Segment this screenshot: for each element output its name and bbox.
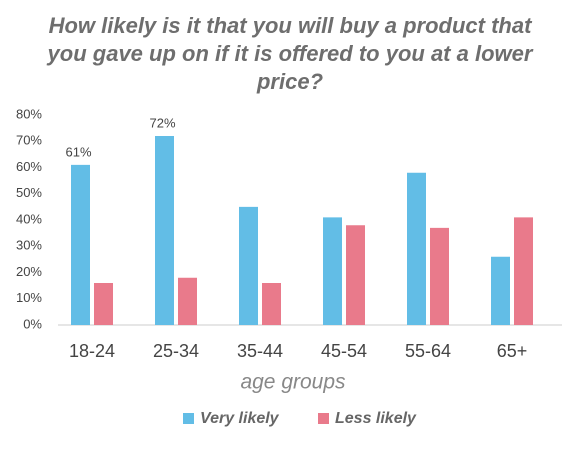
data-label: 61% xyxy=(65,144,91,159)
bar xyxy=(407,172,426,325)
x-tick-label: 18-24 xyxy=(69,341,115,361)
x-tick-label: 65+ xyxy=(497,341,528,361)
bar xyxy=(178,277,197,325)
legend-swatch xyxy=(183,413,194,424)
y-tick-label: 0% xyxy=(23,316,42,331)
x-axis-label: age groups xyxy=(240,371,346,394)
y-tick-label: 40% xyxy=(16,211,42,226)
bar xyxy=(239,206,258,325)
chart-title: How likely is it that you will buy a pro… xyxy=(47,13,533,94)
y-tick-label: 70% xyxy=(16,133,42,148)
bar xyxy=(430,227,449,325)
bar xyxy=(514,217,533,325)
y-tick-label: 30% xyxy=(16,238,42,253)
legend-label: Very likely xyxy=(200,410,280,427)
x-tick-label: 55-64 xyxy=(405,341,451,361)
bar xyxy=(262,283,281,325)
legend-label: Less likely xyxy=(335,410,417,427)
y-tick-label: 60% xyxy=(16,159,42,174)
bar xyxy=(155,136,174,325)
bar xyxy=(323,217,342,325)
y-tick-label: 10% xyxy=(16,290,42,305)
x-tick-label: 25-34 xyxy=(153,341,199,361)
y-tick-label: 50% xyxy=(16,185,42,200)
bar xyxy=(346,225,365,325)
y-tick-label: 20% xyxy=(16,264,42,279)
data-label: 72% xyxy=(149,115,175,130)
x-tick-label: 45-54 xyxy=(321,341,367,361)
x-tick-label: 35-44 xyxy=(237,341,283,361)
y-tick-label: 80% xyxy=(16,106,42,121)
bar xyxy=(491,256,510,325)
bar xyxy=(71,164,90,325)
legend-swatch xyxy=(318,413,329,424)
bar xyxy=(94,283,113,325)
